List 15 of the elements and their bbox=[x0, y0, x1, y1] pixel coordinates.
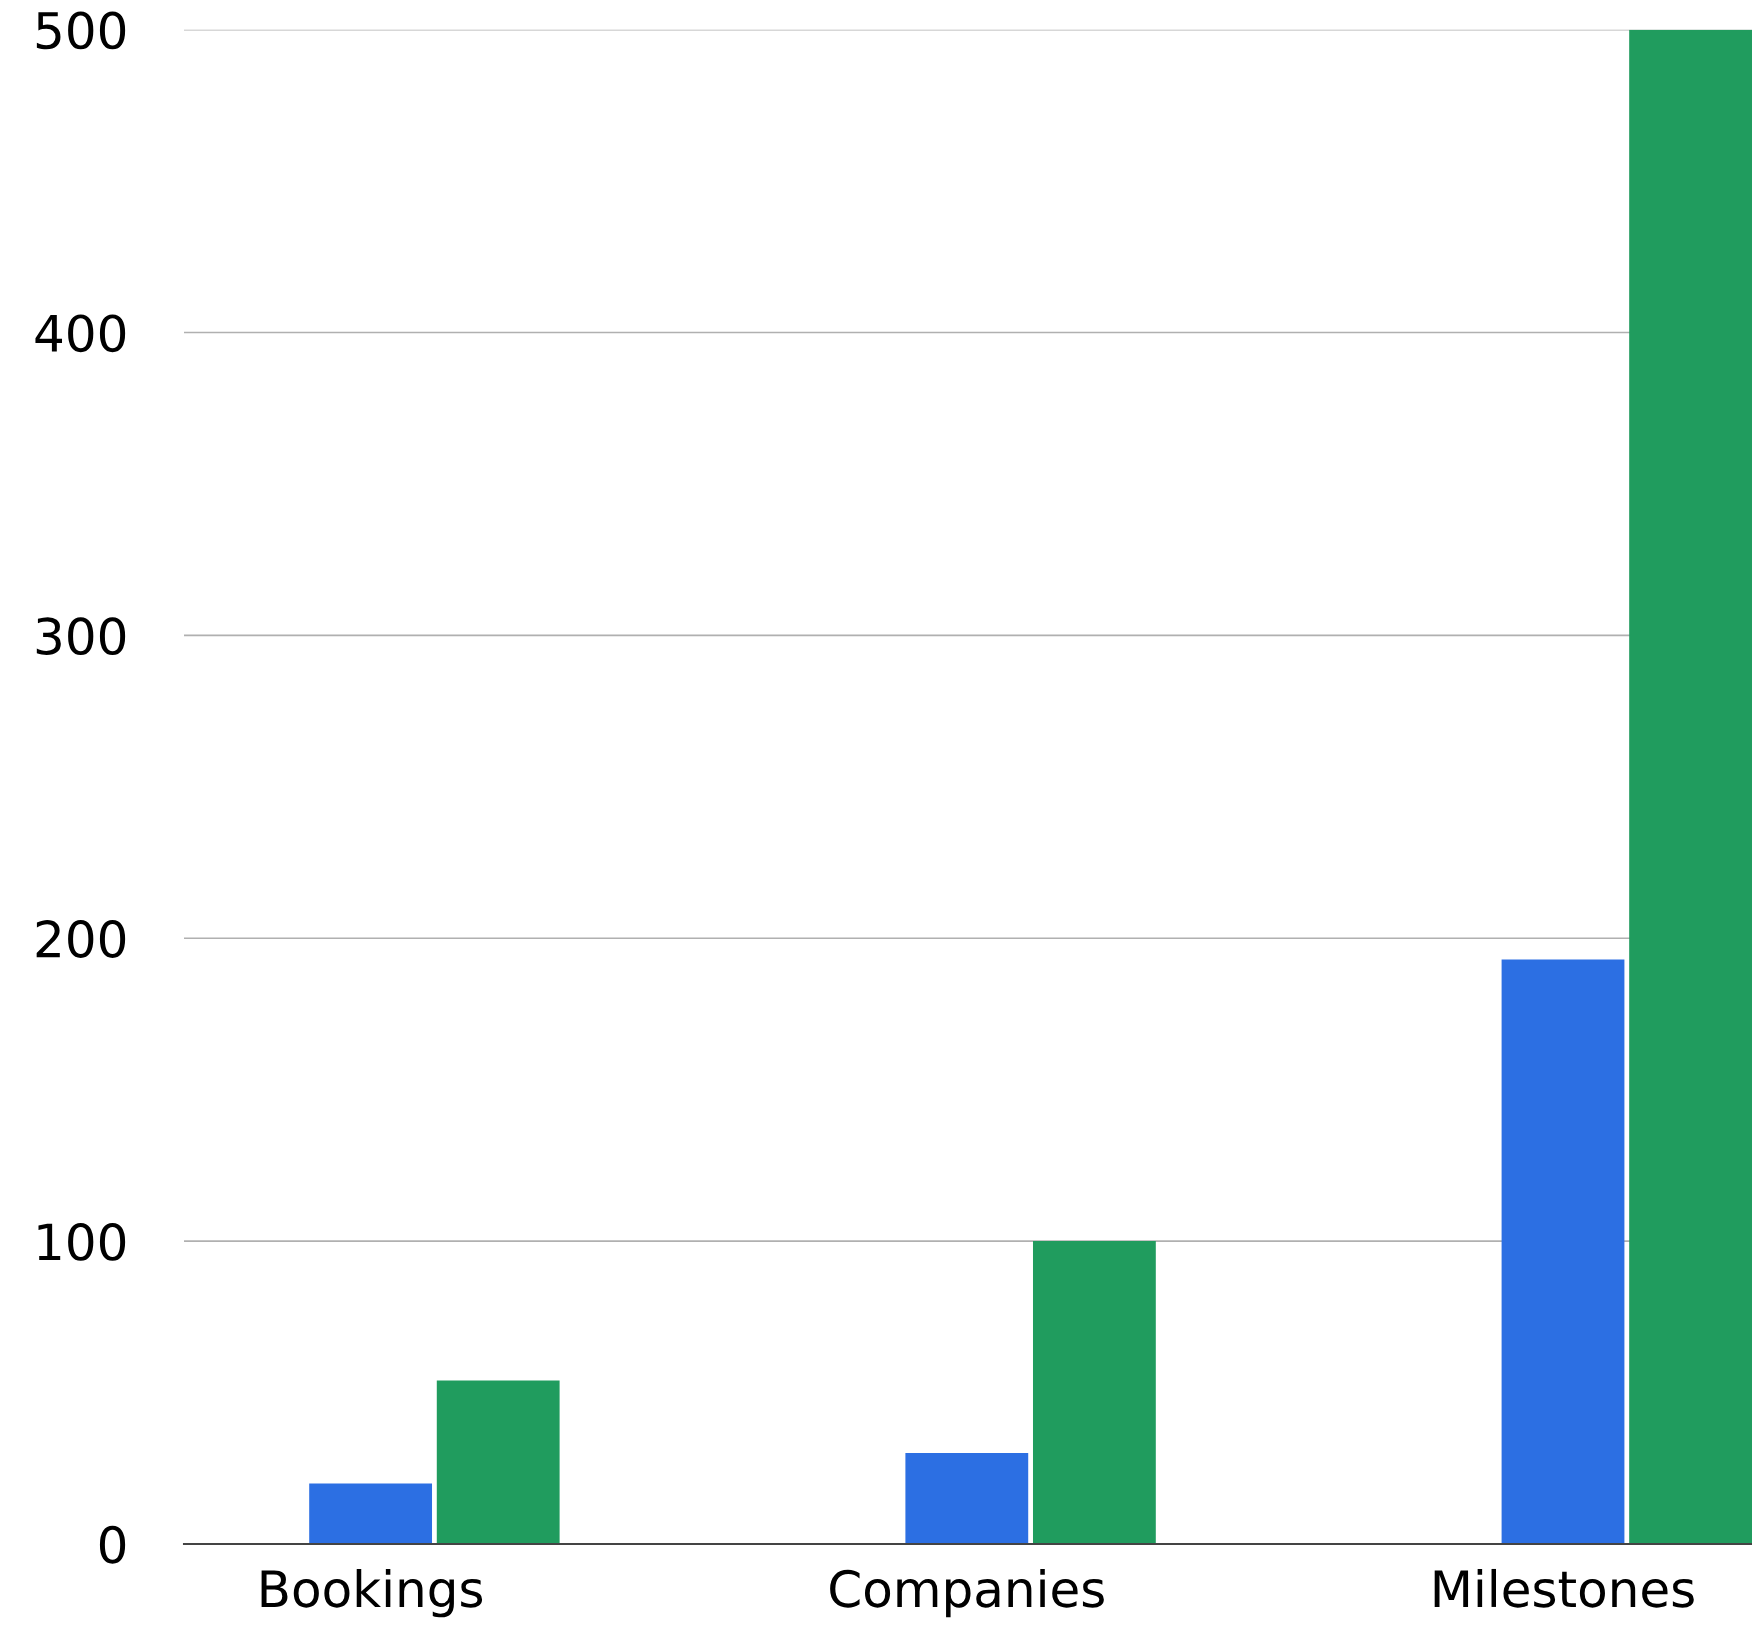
y-tick-label: 100 bbox=[38, 1222, 126, 1261]
x-tick-label: Companies bbox=[830, 1568, 1104, 1618]
y-tick-label: 400 bbox=[35, 314, 126, 353]
x-tick-label: Milestones bbox=[1434, 1568, 1694, 1608]
bar bbox=[905, 1453, 1029, 1544]
bar bbox=[1032, 1241, 1156, 1544]
y-tick-label: 500 bbox=[36, 11, 126, 50]
bar bbox=[309, 1483, 433, 1544]
y-tick-label: 0 bbox=[99, 1525, 126, 1564]
x-tick-label: Bookings bbox=[261, 1568, 483, 1618]
bar bbox=[436, 1380, 560, 1544]
y-tick-label: 300 bbox=[36, 617, 126, 656]
bar bbox=[1629, 29, 1752, 1544]
y-tick-label: 200 bbox=[36, 920, 126, 958]
bar bbox=[1501, 959, 1625, 1544]
